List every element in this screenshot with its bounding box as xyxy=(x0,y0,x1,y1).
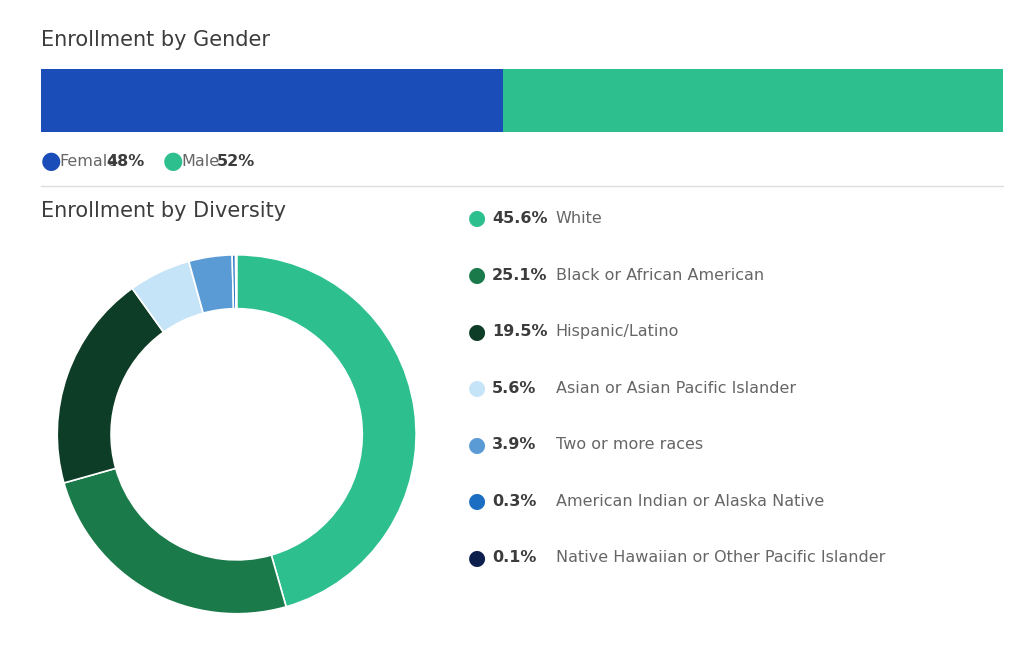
Text: 52%: 52% xyxy=(217,154,255,168)
Text: 45.6%: 45.6% xyxy=(492,211,547,226)
Text: 3.9%: 3.9% xyxy=(492,438,536,452)
Text: Enrollment by Gender: Enrollment by Gender xyxy=(41,30,271,49)
Text: Black or African American: Black or African American xyxy=(556,268,764,282)
Wedge shape xyxy=(236,255,237,309)
Text: 19.5%: 19.5% xyxy=(492,324,547,339)
Text: ●: ● xyxy=(163,149,183,173)
Wedge shape xyxy=(64,468,286,614)
Text: 0.3%: 0.3% xyxy=(492,494,536,509)
Text: Native Hawaiian or Other Pacific Islander: Native Hawaiian or Other Pacific Islande… xyxy=(556,551,885,565)
Text: Asian or Asian Pacific Islander: Asian or Asian Pacific Islander xyxy=(556,381,795,395)
Text: 48%: 48% xyxy=(106,154,144,168)
Text: Female: Female xyxy=(60,154,117,168)
Text: ●: ● xyxy=(41,149,62,173)
Text: Male: Male xyxy=(181,154,219,168)
Text: ●: ● xyxy=(468,265,487,285)
Text: White: White xyxy=(556,211,602,226)
Text: ●: ● xyxy=(468,548,487,568)
Text: Hispanic/Latino: Hispanic/Latino xyxy=(556,324,679,339)
Bar xyxy=(41,69,503,132)
Text: ●: ● xyxy=(468,435,487,455)
Wedge shape xyxy=(58,288,164,483)
Wedge shape xyxy=(188,255,234,313)
Wedge shape xyxy=(237,255,416,607)
Wedge shape xyxy=(233,255,236,309)
Text: American Indian or Alaska Native: American Indian or Alaska Native xyxy=(556,494,824,509)
Wedge shape xyxy=(132,261,203,332)
Text: 25.1%: 25.1% xyxy=(492,268,547,282)
Text: ●: ● xyxy=(468,492,487,511)
Text: ●: ● xyxy=(468,209,487,228)
Text: Two or more races: Two or more races xyxy=(556,438,703,452)
Text: ●: ● xyxy=(468,322,487,342)
Text: 0.1%: 0.1% xyxy=(492,551,536,565)
Bar xyxy=(503,69,1003,132)
Text: Enrollment by Diversity: Enrollment by Diversity xyxy=(41,201,286,220)
Text: ●: ● xyxy=(468,378,487,398)
Text: 5.6%: 5.6% xyxy=(492,381,536,395)
